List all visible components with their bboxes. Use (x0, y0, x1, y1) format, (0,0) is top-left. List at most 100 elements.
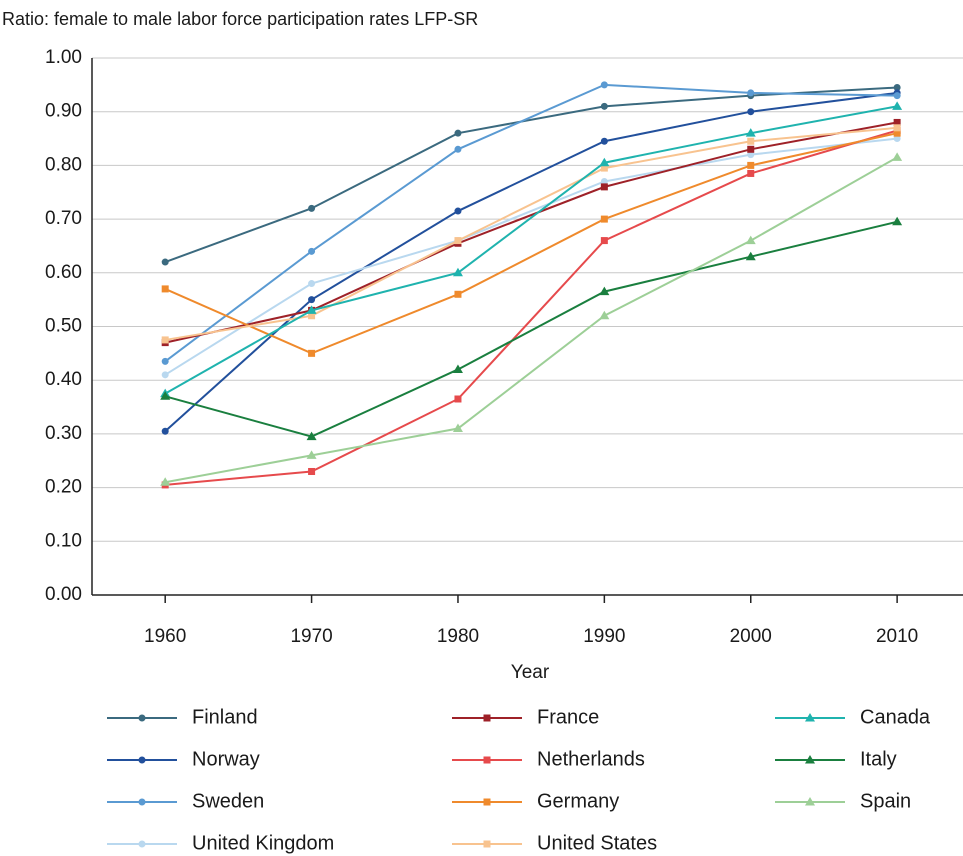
marker (161, 357, 169, 365)
marker (306, 431, 317, 441)
marker (893, 124, 901, 132)
legend-label: Germany (537, 790, 619, 812)
marker (161, 258, 169, 266)
legend-label: United States (537, 832, 657, 854)
series-line (164, 121, 898, 344)
y-tick-label: 0.30 (45, 423, 82, 444)
y-tick-label: 1.00 (45, 47, 82, 68)
marker (308, 280, 316, 288)
marker (745, 128, 756, 137)
marker (893, 92, 901, 100)
legend-label: Italy (860, 748, 897, 770)
legend-label: United Kingdom (192, 832, 334, 854)
marker (893, 118, 901, 126)
marker (600, 237, 608, 245)
marker (892, 216, 903, 226)
marker (454, 290, 462, 298)
x-tick-label: 1980 (437, 626, 479, 647)
x-axis-label: Year (511, 662, 550, 683)
legend-label: Sweden (192, 790, 264, 812)
series-line (164, 220, 898, 438)
marker (745, 235, 756, 245)
marker (600, 164, 608, 172)
marker (747, 161, 755, 169)
marker (600, 215, 608, 223)
marker (454, 129, 462, 137)
series-line (164, 91, 898, 432)
series-line (164, 83, 898, 363)
marker (600, 81, 608, 89)
marker (161, 285, 169, 293)
marker (747, 108, 755, 116)
legend-label: Norway (192, 748, 260, 770)
y-tick-label: 0.80 (45, 154, 82, 175)
marker (452, 267, 463, 277)
x-tick-label: 1970 (290, 626, 332, 647)
marker (161, 371, 169, 379)
legend-marker (805, 797, 815, 806)
marker (308, 312, 316, 320)
marker (600, 183, 608, 191)
legend-label: France (537, 706, 599, 728)
legend-marker (483, 798, 491, 806)
marker (747, 145, 755, 153)
y-tick-label: 0.60 (45, 262, 82, 283)
legend-label: Spain (860, 790, 911, 812)
marker (454, 145, 462, 153)
series-line (164, 137, 898, 376)
marker (308, 467, 316, 475)
marker (600, 137, 608, 145)
legend-marker (805, 755, 815, 764)
marker (160, 477, 171, 486)
legend-marker (138, 840, 146, 848)
legend-label: Canada (860, 706, 931, 728)
y-tick-label: 0.90 (45, 101, 82, 122)
marker (161, 336, 169, 344)
x-tick-label: 2000 (730, 626, 772, 647)
series-line (165, 126, 898, 341)
marker (308, 296, 316, 304)
marker (160, 391, 171, 400)
marker (600, 102, 608, 110)
marker (306, 450, 317, 459)
legend-marker (483, 756, 491, 764)
legend-marker (483, 714, 491, 722)
y-tick-label: 0.20 (45, 477, 82, 498)
marker (161, 427, 169, 435)
marker (599, 310, 610, 320)
y-tick-label: 0.00 (45, 584, 82, 605)
marker (893, 84, 901, 92)
marker (452, 364, 463, 373)
marker (599, 286, 610, 296)
marker (893, 129, 901, 137)
marker (306, 305, 317, 314)
marker (892, 152, 903, 161)
marker (452, 423, 463, 433)
series-line (164, 105, 898, 395)
marker (308, 247, 316, 255)
marker (747, 137, 755, 145)
marker (308, 204, 316, 212)
chart-title: Ratio: female to male labor force partic… (2, 9, 478, 29)
legend-marker (138, 714, 146, 722)
legend-marker (483, 840, 491, 848)
marker (454, 237, 462, 245)
marker (454, 395, 462, 403)
legend-marker (138, 756, 146, 764)
x-tick-label: 2010 (876, 626, 918, 647)
marker (308, 349, 316, 357)
marker (747, 169, 755, 177)
legend-label: Netherlands (537, 748, 645, 770)
y-tick-label: 0.40 (45, 369, 82, 390)
y-tick-label: 0.10 (45, 530, 82, 551)
legend-marker (805, 713, 815, 722)
marker (599, 157, 610, 167)
marker (454, 207, 462, 215)
legend-marker (138, 798, 146, 806)
marker (747, 89, 755, 97)
x-tick-label: 1960 (144, 626, 186, 647)
marker (600, 178, 608, 186)
series-line (165, 129, 898, 486)
legend-label: Finland (192, 706, 258, 728)
